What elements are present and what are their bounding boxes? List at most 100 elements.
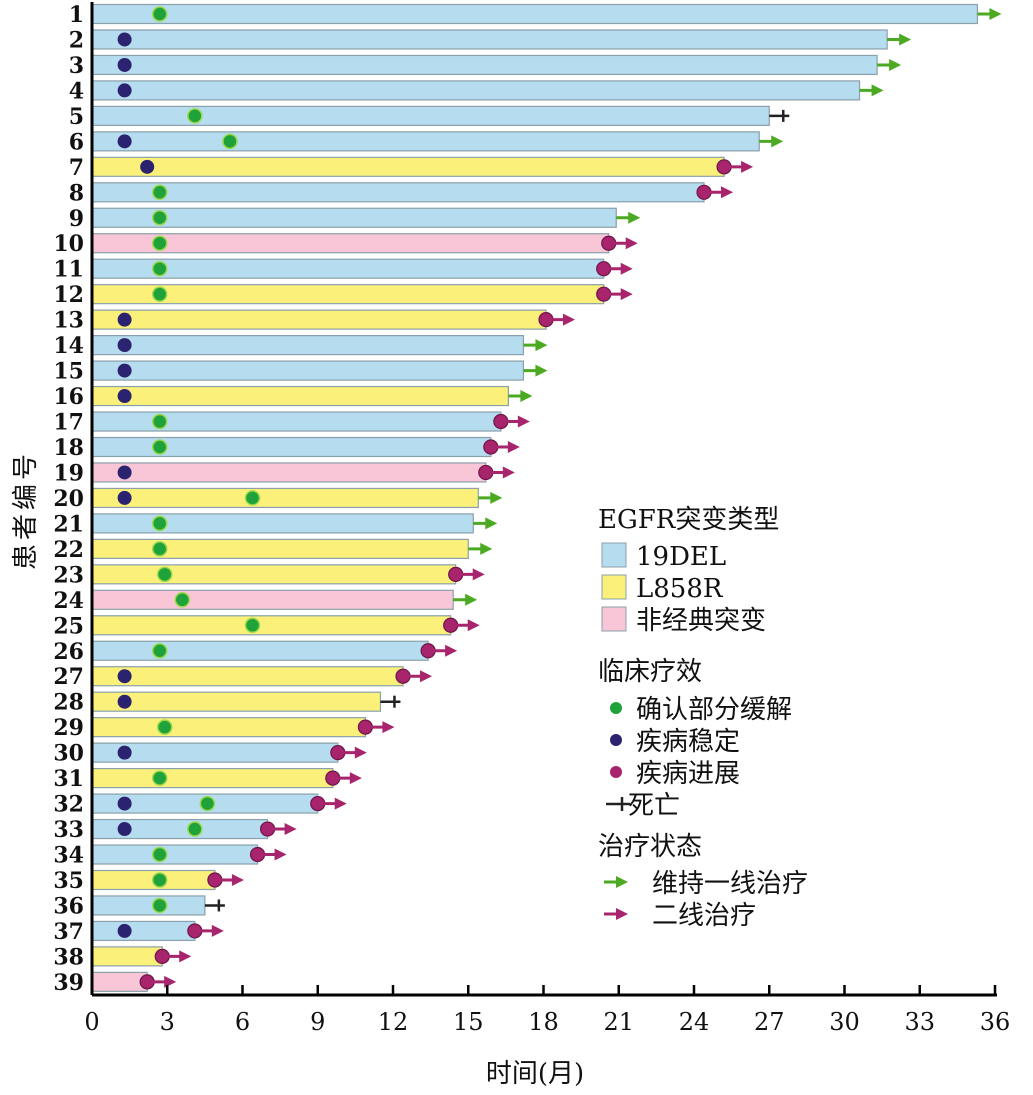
patient-row-5: 5 [69,104,790,130]
stable-disease-marker [117,134,132,149]
legend-arrow-continue-head [616,876,628,888]
progression-marker [696,184,712,200]
patient-label: 31 [53,766,84,792]
x-tick-label: 27 [754,1008,785,1036]
patient-row-22: 22 [53,537,493,563]
second-line-arrow-head [284,823,297,836]
patient-label: 30 [53,741,84,767]
legend-label-continue: 维持一线治疗 [652,869,808,899]
x-tick-label: 30 [829,1008,860,1036]
second-line-arrow-head [517,415,530,428]
progression-marker [596,286,612,302]
patient-label: 15 [53,359,84,385]
x-tick-label: 15 [453,1008,484,1036]
duration-bar [91,233,610,254]
continue-first-line-arrow [877,58,902,71]
continue-first-line-arrow-head [535,339,548,352]
patient-label: 11 [53,257,84,283]
progression-marker [330,745,346,761]
stable-disease-marker [117,83,132,98]
continue-first-line-arrow [508,390,533,403]
patient-row-26: 26 [53,639,458,665]
continue-first-line-arrow [977,8,1002,20]
second-line-arrow-head [445,644,458,657]
duration-bar [91,640,429,661]
progression-marker [420,643,436,659]
second-line-arrow-head [625,237,638,250]
second-line-arrow [460,568,485,581]
second-line-arrow [408,670,433,683]
patient-label: 38 [53,944,84,970]
continue-first-line-arrow-head [480,542,493,555]
x-tick-label: 9 [310,1008,325,1036]
partial-response-marker [151,184,168,201]
progression-marker [601,235,617,251]
stable-disease-marker [117,923,132,938]
continue-first-line-arrow [523,364,548,377]
stable-disease-marker [117,32,132,47]
patient-label: 9 [69,206,84,232]
second-line-arrow-head [620,262,633,275]
partial-response-marker [244,490,261,506]
patient-row-33: 33 [53,817,297,843]
legend-mutation-title: EGFR突变类型 [598,505,779,535]
progression-marker [139,974,155,990]
patient-label: 8 [69,180,84,206]
second-line-arrow [608,262,633,275]
patient-row-29: 29 [53,715,395,741]
patient-label: 19 [53,460,84,486]
continue-first-line-arrow-head [520,390,533,403]
partial-response-marker [151,515,168,532]
partial-response-marker [151,872,168,888]
patient-row-38: 38 [53,944,192,970]
duration-bar [91,80,861,101]
patient-label: 22 [53,537,84,563]
legend-arrow-continue [604,876,628,888]
second-line-arrow [495,440,520,453]
second-line-arrow-head [721,186,734,199]
continue-first-line-arrow-head [989,8,1002,20]
patient-row-39: 39 [53,970,177,996]
patient-row-14: 14 [53,333,548,359]
patient-row-10: 10 [53,231,638,257]
patient-label: 14 [53,333,84,359]
continue-first-line-arrow [887,33,912,46]
second-line-arrow [152,975,177,988]
patient-label: 10 [53,231,84,257]
duration-bar [91,309,547,330]
partial-response-marker [151,286,168,302]
second-line-arrow-head [274,848,287,861]
second-line-arrow [729,160,754,173]
second-line-arrow-head [231,873,244,886]
progression-marker [249,846,266,863]
duration-bar [91,54,878,76]
progression-marker [478,464,494,481]
second-line-arrow [219,873,244,886]
patient-label: 4 [69,78,84,104]
patient-label: 34 [53,843,84,869]
duration-bar [91,335,525,356]
stable-disease-marker [117,490,132,505]
progression-marker [207,872,223,888]
second-line-arrow [613,237,638,250]
patient-row-6: 6 [69,129,784,155]
patient-row-24: 24 [53,588,478,614]
second-line-arrow-head [349,772,362,785]
duration-bar [91,258,605,279]
patient-row-17: 17 [53,410,530,436]
duration-bar [91,462,487,483]
x-tick-label: 36 [980,1008,1011,1036]
second-line-arrow [322,797,347,810]
patient-label: 21 [53,511,84,537]
second-line-arrow-head [472,568,485,581]
x-tick-label: 0 [84,1008,99,1036]
progression-marker [483,439,499,455]
patient-label: 36 [53,893,84,919]
partial-response-marker [151,6,168,22]
second-line-arrow-head [502,466,515,479]
second-line-arrow [490,466,515,479]
patient-label: 7 [69,155,84,181]
patient-row-28: 28 [53,690,401,716]
stable-disease-marker [117,389,132,404]
